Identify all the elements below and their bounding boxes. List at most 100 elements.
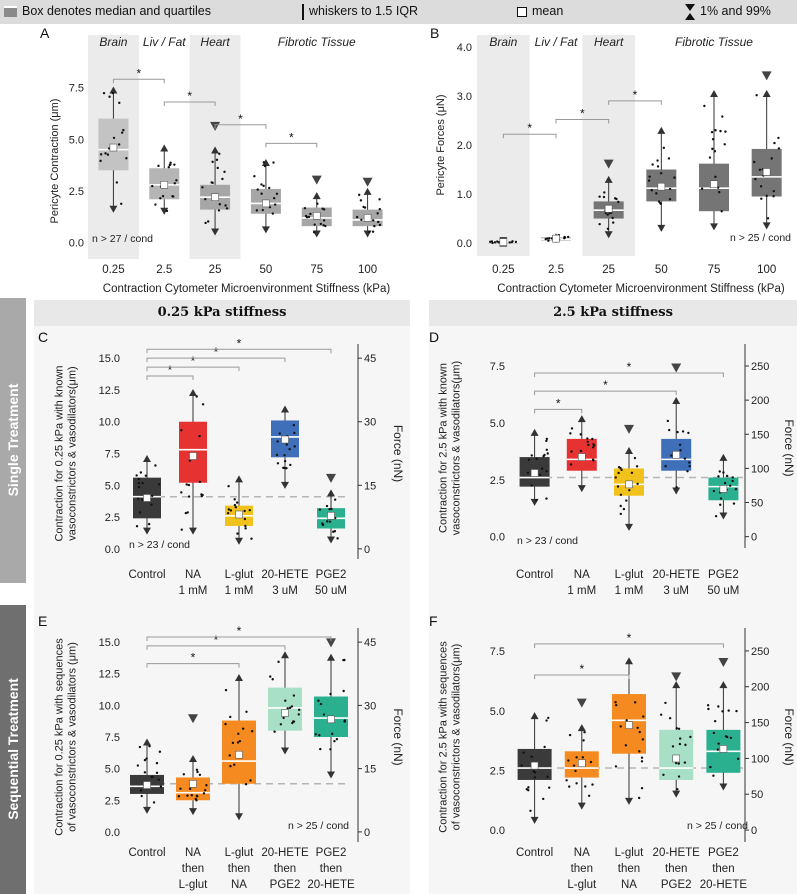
data-point — [679, 449, 682, 452]
data-point — [284, 699, 287, 702]
data-point — [711, 147, 714, 151]
data-point — [614, 701, 617, 704]
whisker-bottom-marker — [281, 481, 289, 489]
data-point — [283, 454, 286, 457]
data-point — [122, 128, 125, 132]
y-axis-label: Contraction for 2.5 kPa with sequences — [438, 641, 450, 833]
data-point — [671, 745, 675, 748]
x-tick-label: L-glut — [567, 879, 597, 891]
right-tick-label: 100 — [751, 463, 769, 475]
data-point — [755, 94, 758, 97]
right-tick-label: 150 — [751, 429, 769, 441]
data-point — [108, 95, 111, 98]
legend-whiskers-text: whiskers to 1.5 IQR — [309, 4, 419, 18]
section-header-right-text: 2.5 kPa stiffness — [553, 305, 673, 320]
data-point — [619, 725, 622, 728]
data-point — [587, 443, 590, 447]
data-point — [687, 431, 690, 435]
data-point — [368, 230, 371, 233]
data-point — [273, 730, 276, 733]
data-point — [575, 782, 578, 785]
box — [176, 777, 210, 801]
data-point — [378, 207, 382, 211]
whisker-bottom-marker — [719, 512, 728, 520]
data-point — [619, 493, 623, 496]
whisker-bottom-marker — [577, 485, 586, 493]
x-tick-label: 2.5 — [156, 264, 172, 276]
y-tick-label: 4.0 — [457, 42, 472, 54]
legend-percentile-text: 1% and 99% — [700, 4, 771, 18]
data-point — [195, 768, 199, 772]
data-point — [625, 499, 628, 502]
data-point — [325, 504, 329, 508]
data-point — [112, 136, 116, 140]
data-point — [728, 484, 732, 487]
whisker-top-marker — [672, 397, 681, 404]
data-point — [722, 471, 725, 474]
data-point — [210, 181, 213, 184]
significance-star: * — [214, 633, 219, 647]
data-point — [732, 502, 736, 505]
data-point — [111, 91, 114, 95]
significance-bracket — [534, 390, 677, 396]
mean-marker — [530, 469, 539, 477]
data-point — [319, 222, 323, 226]
data-point — [157, 164, 160, 168]
significance-bracket — [214, 124, 267, 129]
y-axis-label: vasoconstrictors & vasodilators(μm) — [451, 361, 463, 535]
data-point — [619, 512, 623, 516]
mean-marker — [211, 193, 219, 202]
chart-panel-a: Brain Liv / Fat Heart Fibrotic Tissue A 0.0 2.… — [40, 25, 390, 295]
whisker-top-marker — [577, 724, 586, 732]
data-point — [624, 744, 628, 747]
significance-bracket — [555, 118, 610, 124]
data-point — [677, 727, 681, 731]
legend-mean-text: mean — [532, 4, 564, 18]
data-point — [586, 437, 589, 440]
whisker-bottom-marker — [577, 802, 586, 810]
y-tick-label: 15.0 — [99, 637, 120, 649]
whisker-top-marker — [604, 175, 613, 183]
data-point — [712, 774, 715, 777]
data-point — [293, 445, 296, 448]
data-point — [657, 200, 661, 203]
data-point — [172, 195, 175, 198]
data-point — [154, 464, 157, 467]
data-point — [317, 699, 320, 702]
data-point — [625, 719, 628, 722]
data-point — [236, 741, 240, 744]
significance-star: * — [214, 345, 219, 359]
data-point — [143, 758, 147, 762]
data-point — [579, 433, 582, 436]
data-point — [286, 707, 289, 710]
whisker-bottom-marker — [327, 771, 335, 779]
data-point — [548, 237, 551, 240]
x-tick-label: 20-HETE — [307, 879, 355, 891]
mean-marker — [281, 435, 289, 444]
data-point — [263, 164, 267, 168]
right-tick-label: 150 — [751, 718, 769, 730]
data-point — [712, 731, 716, 735]
x-tick-label: L-glut — [615, 847, 645, 859]
data-point — [712, 489, 716, 493]
right-tick-label: 50 — [751, 789, 763, 801]
data-point — [177, 795, 181, 798]
data-point — [378, 198, 381, 201]
whisker-bottom-marker — [211, 228, 220, 236]
whisker-top-marker — [530, 712, 539, 720]
data-point — [204, 197, 207, 201]
data-point — [582, 739, 585, 742]
data-point — [591, 446, 595, 449]
data-point — [244, 524, 247, 528]
whisker-top-marker — [109, 86, 118, 94]
whisker-bottom-marker — [710, 223, 718, 231]
data-point — [255, 209, 259, 212]
x-tick-label: 20-HETE — [653, 569, 701, 581]
x-tick-label: Control — [516, 569, 553, 581]
x-tick-label: 100 — [358, 264, 377, 276]
y-tick-label: 10.0 — [99, 700, 120, 712]
data-point — [154, 203, 157, 206]
data-point — [321, 207, 324, 210]
data-point — [674, 761, 678, 765]
x-tick-label: NA — [574, 569, 590, 581]
